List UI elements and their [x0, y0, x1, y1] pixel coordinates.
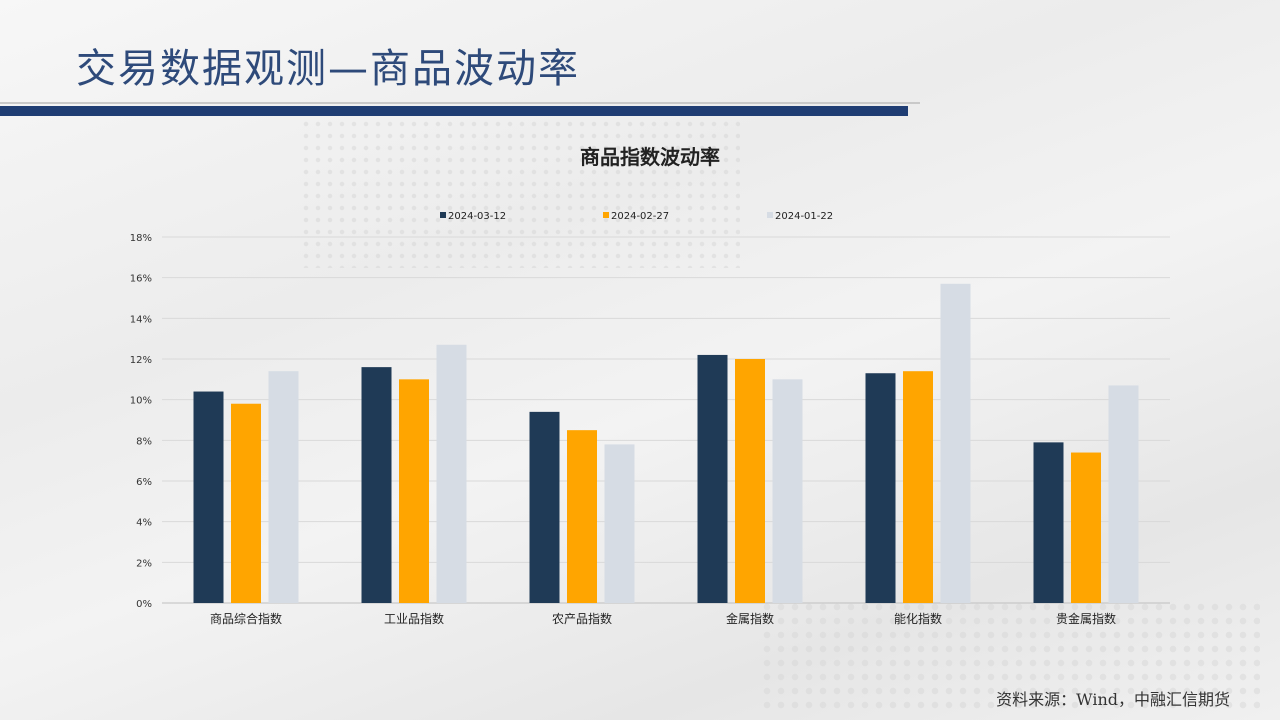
- legend-swatch: [603, 212, 609, 218]
- x-category-label: 农产品指数: [552, 611, 612, 626]
- legend-swatch: [767, 212, 773, 218]
- legend-label: 2024-01-22: [775, 211, 833, 222]
- y-axis: 0% 2% 4% 6% 8% 10% 12% 14% 16% 18%: [130, 233, 152, 610]
- bar-2024-01-22: [772, 379, 803, 603]
- bar-2024-02-27: [903, 371, 933, 603]
- legend-swatch: [440, 212, 446, 218]
- bar-2024-02-27: [231, 403, 261, 603]
- dot-pattern-decoration: [760, 600, 1260, 710]
- bar-2024-01-22: [604, 444, 635, 603]
- x-axis: 商品综合指数 工业品指数 农产品指数 金属指数 能化指数 贵金属指数: [210, 611, 1116, 626]
- title-rule: [0, 106, 908, 116]
- chart-bars: [193, 283, 1139, 603]
- bar-2024-01-22: [436, 344, 467, 603]
- y-tick-label: 16%: [130, 274, 152, 285]
- bar-2024-03-12: [1033, 442, 1064, 603]
- legend-label: 2024-02-27: [611, 211, 669, 222]
- x-category-label: 工业品指数: [384, 611, 444, 626]
- source-note: 资料来源：Wind，中融汇信期货: [996, 690, 1230, 709]
- page-title: 交易数据观测—商品波动率: [76, 46, 580, 92]
- y-tick-label: 6%: [136, 477, 152, 488]
- x-category-label: 能化指数: [894, 611, 942, 626]
- bar-2024-03-12: [193, 391, 224, 603]
- bar-2024-02-27: [735, 359, 765, 603]
- bar-2024-02-27: [399, 379, 429, 603]
- y-tick-label: 10%: [130, 396, 152, 407]
- bar-2024-03-12: [865, 373, 896, 603]
- bar-2024-03-12: [529, 411, 560, 603]
- y-tick-label: 2%: [136, 558, 152, 569]
- y-tick-label: 12%: [130, 355, 152, 366]
- y-tick-label: 0%: [136, 599, 152, 610]
- x-category-label: 金属指数: [726, 611, 774, 626]
- y-tick-label: 4%: [136, 518, 152, 529]
- y-tick-label: 8%: [136, 436, 152, 447]
- x-category-label: 商品综合指数: [210, 611, 282, 626]
- bar-2024-01-22: [940, 283, 971, 603]
- chart-gridlines: [162, 236, 1170, 604]
- chart-legend: 2024-03-12 2024-02-27 2024-01-22: [440, 211, 833, 222]
- legend-label: 2024-03-12: [448, 211, 506, 222]
- bar-2024-01-22: [1108, 385, 1139, 603]
- bar-2024-03-12: [361, 367, 392, 603]
- y-tick-label: 14%: [130, 314, 152, 325]
- chart-title: 商品指数波动率: [580, 145, 720, 169]
- y-tick-label: 18%: [130, 233, 152, 244]
- bar-2024-02-27: [567, 430, 597, 603]
- x-category-label: 贵金属指数: [1056, 611, 1116, 626]
- bar-2024-02-27: [1071, 452, 1101, 603]
- world-map-dots-decoration: [300, 118, 740, 268]
- bar-2024-03-12: [697, 354, 728, 603]
- bar-2024-01-22: [268, 371, 299, 603]
- title-rule-shadow: [0, 102, 920, 104]
